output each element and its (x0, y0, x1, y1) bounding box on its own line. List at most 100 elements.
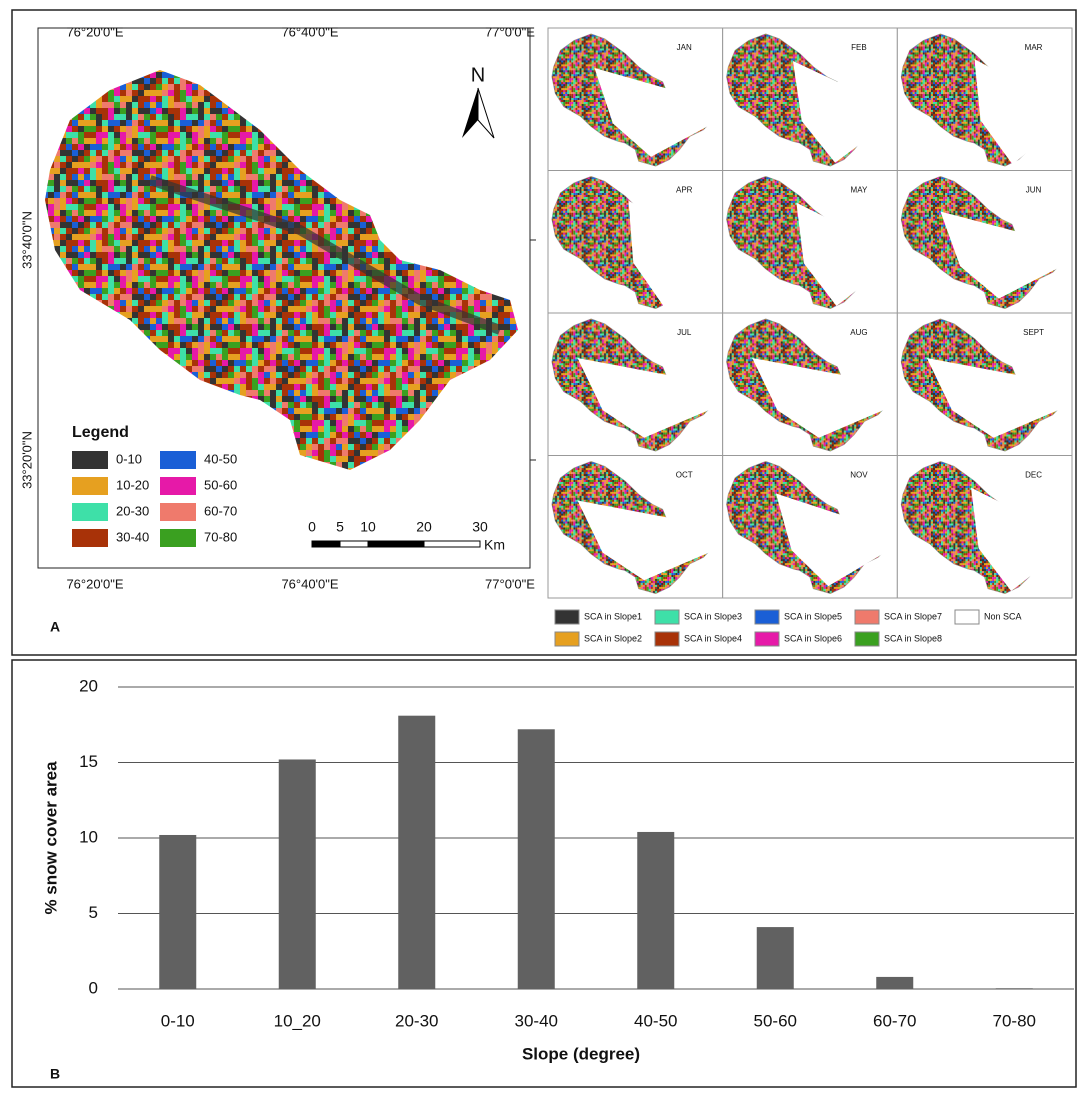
month-non-sca (577, 500, 717, 581)
month-map (901, 461, 1067, 594)
month-map (552, 34, 717, 166)
legend-swatch (654, 631, 680, 647)
month-non-sca (775, 493, 892, 587)
bar (995, 988, 1033, 989)
legend-swatch (754, 631, 780, 647)
month-map (901, 176, 1067, 309)
scale-label: 10 (360, 519, 376, 535)
x-tick-label: 50-60 (754, 1011, 797, 1030)
panel-label: B (50, 1066, 60, 1082)
legend-label: 40-50 (204, 451, 237, 466)
legend-swatch (72, 451, 108, 469)
legend-swatch (72, 503, 108, 521)
legend-swatch (854, 631, 880, 647)
valley (148, 175, 502, 335)
legend-label: SCA in Slope6 (784, 633, 842, 643)
month-map (726, 461, 892, 594)
map-frame (37, 27, 531, 569)
month-label: FEB (851, 43, 867, 52)
scale-segment (367, 540, 425, 548)
month-map (726, 34, 892, 166)
month-map (552, 461, 717, 594)
legend-swatch (854, 609, 880, 625)
month-label: MAY (851, 186, 868, 195)
panel-label: A (50, 619, 60, 635)
legend-swatch (160, 529, 196, 547)
scale-segment (423, 540, 481, 548)
x-tick-label: 0-10 (161, 1011, 195, 1030)
panel-b-frame (11, 659, 1077, 1088)
month-map (901, 319, 1067, 451)
month-non-sca (926, 357, 1067, 438)
legend-label: SCA in Slope3 (684, 611, 742, 621)
legend-title: Legend (72, 424, 129, 441)
y-tick-label: 5 (89, 903, 98, 922)
bar (756, 927, 794, 989)
month-label: OCT (676, 471, 693, 480)
month-non-sca (628, 200, 717, 308)
legend-swatch (72, 529, 108, 547)
month-non-sca (594, 67, 717, 157)
x-tick-label: 70-80 (993, 1011, 1036, 1030)
legend-swatch (554, 631, 580, 647)
month-label: JUN (1026, 186, 1042, 195)
scale-label: 30 (472, 519, 488, 535)
month-label: JAN (677, 43, 692, 52)
legend-swatch (160, 451, 196, 469)
legend-label: SCA in Slope2 (584, 633, 642, 643)
legend-swatch (754, 609, 780, 625)
month-label: APR (676, 186, 693, 195)
longitude-label: 76°40'0"E (281, 576, 338, 591)
legend-swatch (160, 503, 196, 521)
month-non-sca (974, 59, 1067, 165)
y-axis-label: % snow cover area (41, 761, 60, 915)
legend-label: SCA in Slope8 (884, 633, 942, 643)
legend-swatch (654, 609, 680, 625)
bar (517, 729, 555, 989)
legend-swatch (72, 477, 108, 495)
x-tick-label: 30-40 (515, 1011, 558, 1030)
x-tick-label: 20-30 (395, 1011, 438, 1030)
month-non-sca (940, 211, 1067, 299)
bar (637, 831, 675, 989)
legend-label: 0-10 (116, 451, 142, 466)
month-label: NOV (850, 471, 868, 480)
legend-label: 10-20 (116, 477, 149, 492)
month-label: MAR (1025, 43, 1043, 52)
longitude-label: 76°20'0"E (66, 576, 123, 591)
longitude-label: 77°0'0"E (485, 24, 535, 39)
scale-label: 0 (308, 519, 316, 535)
month-label: AUG (850, 328, 867, 337)
scale-segment (339, 540, 369, 548)
y-tick-label: 10 (79, 827, 98, 846)
x-axis-label: Slope (degree) (522, 1044, 640, 1063)
scale-label: 5 (336, 519, 344, 535)
latitude-label: 33°40'0"N (19, 211, 34, 269)
y-tick-label: 20 (79, 676, 98, 695)
month-non-sca (752, 357, 892, 438)
legend-label: SCA in Slope7 (884, 611, 942, 621)
scale-segment (311, 540, 341, 548)
legend-label: 30-40 (116, 529, 149, 544)
y-tick-label: 15 (79, 752, 98, 771)
month-label: DEC (1025, 471, 1042, 480)
legend-swatch (954, 609, 980, 625)
map-area (45, 70, 518, 470)
legend-label: SCA in Slope4 (684, 633, 742, 643)
bar (159, 834, 197, 989)
month-non-sca (792, 61, 892, 163)
legend-swatch (554, 609, 580, 625)
panel-a-frame (11, 9, 1077, 656)
month-label: JUL (677, 328, 692, 337)
legend-label: SCA in Slope5 (784, 611, 842, 621)
north-arrow (462, 88, 478, 138)
month-non-sca (971, 487, 1067, 592)
month-map (552, 176, 717, 309)
month-non-sca (577, 357, 717, 438)
north-arrow (477, 87, 495, 139)
scale-unit: Km (484, 537, 505, 553)
x-tick-label: 40-50 (634, 1011, 677, 1030)
scale-label: 20 (416, 519, 432, 535)
bar (876, 976, 914, 989)
